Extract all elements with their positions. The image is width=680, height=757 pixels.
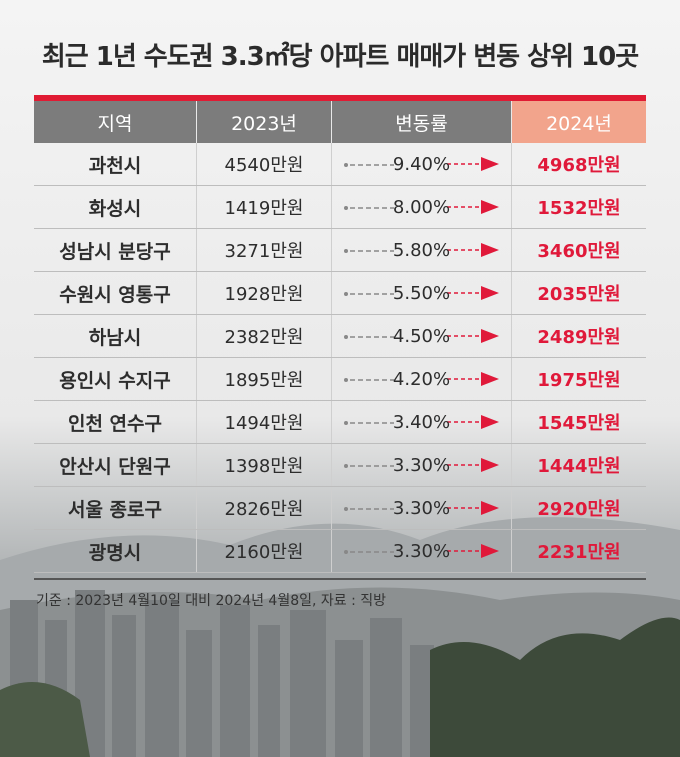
price-2024-cell: 2489만원 (537, 327, 621, 348)
table-row: 하남시 2382만원 4.50% 2489만원 (34, 315, 646, 358)
arrow-right-icon (447, 415, 499, 429)
price-2024-cell: 2035만원 (537, 284, 621, 305)
region-cell: 수원시 영통구 (34, 272, 197, 314)
price-2024-cell: 1444만원 (537, 456, 621, 477)
price-2023-cell: 1928만원 (197, 272, 332, 314)
table-row: 안산시 단원구 1398만원 3.30% 1444만원 (34, 444, 646, 487)
dotted-line-icon (344, 292, 394, 296)
arrow-right-icon (447, 200, 499, 214)
arrow-right-icon (447, 458, 499, 472)
region-cell: 광명시 (34, 530, 197, 572)
rate-value: 5.80% (392, 239, 451, 261)
rate-value: 9.40% (392, 153, 451, 175)
rate-cell: 3.40% (332, 401, 512, 443)
region-cell: 과천시 (34, 143, 197, 185)
table-header: 지역 2023년 변동률 2024년 (34, 101, 646, 143)
region-cell: 서울 종로구 (34, 487, 197, 529)
rate-cell: 4.50% (332, 315, 512, 357)
rate-cell: 4.20% (332, 358, 512, 400)
price-2024-cell: 1532만원 (537, 198, 621, 219)
rate-value: 3.40% (392, 411, 451, 433)
arrow-right-icon (447, 329, 499, 343)
arrow-right-icon (447, 544, 499, 558)
table-row: 용인시 수지구 1895만원 4.20% 1975만원 (34, 358, 646, 401)
price-2024-cell: 4968만원 (537, 155, 621, 176)
source-footnote: 기준 : 2023년 4월10일 대비 2024년 4월8일, 자료 : 직방 (36, 593, 387, 609)
price-2023-cell: 4540만원 (197, 143, 332, 185)
rate-value: 4.50% (392, 325, 451, 347)
arrow-right-icon (447, 501, 499, 515)
dotted-line-icon (344, 421, 394, 425)
table-row: 성남시 분당구 3271만원 5.80% 3460만원 (34, 229, 646, 272)
price-2023-cell: 2160만원 (197, 530, 332, 572)
title-rule (34, 95, 646, 101)
price-2024-cell: 2920만원 (537, 499, 621, 520)
rate-value: 5.50% (392, 282, 451, 304)
dotted-line-icon (344, 163, 394, 167)
region-cell: 용인시 수지구 (34, 358, 197, 400)
table-row: 수원시 영통구 1928만원 5.50% 2035만원 (34, 272, 646, 315)
rate-cell: 5.50% (332, 272, 512, 314)
rate-cell: 8.00% (332, 186, 512, 228)
dotted-line-icon (344, 464, 394, 468)
price-2024-cell: 1975만원 (537, 370, 621, 391)
price-2023-cell: 1398만원 (197, 444, 332, 486)
region-cell: 화성시 (34, 186, 197, 228)
arrow-right-icon (447, 157, 499, 171)
header-rate: 변동률 (332, 101, 512, 143)
rate-cell: 3.30% (332, 487, 512, 529)
table-row: 서울 종로구 2826만원 3.30% 2920만원 (34, 487, 646, 530)
header-2023: 2023년 (197, 101, 332, 143)
table-row: 광명시 2160만원 3.30% 2231만원 (34, 530, 646, 573)
dotted-line-icon (344, 507, 394, 511)
table-bottom-rule (34, 578, 646, 580)
rate-value: 3.30% (392, 497, 451, 519)
rate-value: 3.30% (392, 454, 451, 476)
rate-value: 3.30% (392, 540, 451, 562)
chart-title: 최근 1년 수도권 3.3㎡당 아파트 매매가 변동 상위 10곳 (41, 42, 639, 72)
arrow-right-icon (447, 286, 499, 300)
region-cell: 성남시 분당구 (34, 229, 197, 271)
rate-cell: 9.40% (332, 143, 512, 185)
rate-cell: 3.30% (332, 530, 512, 572)
arrow-right-icon (447, 243, 499, 257)
price-2023-cell: 1419만원 (197, 186, 332, 228)
price-2024-cell: 1545만원 (537, 413, 621, 434)
price-2023-cell: 2382만원 (197, 315, 332, 357)
rate-value: 8.00% (392, 196, 451, 218)
price-2023-cell: 1895만원 (197, 358, 332, 400)
rate-value: 4.20% (392, 368, 451, 390)
region-cell: 하남시 (34, 315, 197, 357)
region-cell: 인천 연수구 (34, 401, 197, 443)
table-row: 화성시 1419만원 8.00% 1532만원 (34, 186, 646, 229)
header-region: 지역 (34, 101, 197, 143)
price-2023-cell: 2826만원 (197, 487, 332, 529)
table-row: 인천 연수구 1494만원 3.40% 1545만원 (34, 401, 646, 444)
rate-cell: 3.30% (332, 444, 512, 486)
dotted-line-icon (344, 206, 394, 210)
dotted-line-icon (344, 378, 394, 382)
table-body: 과천시 4540만원 9.40% 4968만원 화성시 1419만원 8.00%… (34, 143, 646, 573)
rate-cell: 5.80% (332, 229, 512, 271)
region-cell: 안산시 단원구 (34, 444, 197, 486)
dotted-line-icon (344, 335, 394, 339)
table-row: 과천시 4540만원 9.40% 4968만원 (34, 143, 646, 186)
price-2024-cell: 2231만원 (537, 542, 621, 563)
dotted-line-icon (344, 550, 394, 554)
price-2023-cell: 3271만원 (197, 229, 332, 271)
price-2023-cell: 1494만원 (197, 401, 332, 443)
price-2024-cell: 3460만원 (537, 241, 621, 262)
header-2024: 2024년 (512, 101, 646, 143)
dotted-line-icon (344, 249, 394, 253)
arrow-right-icon (447, 372, 499, 386)
